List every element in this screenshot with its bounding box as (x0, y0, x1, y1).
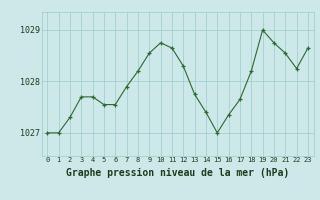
X-axis label: Graphe pression niveau de la mer (hPa): Graphe pression niveau de la mer (hPa) (66, 168, 289, 178)
